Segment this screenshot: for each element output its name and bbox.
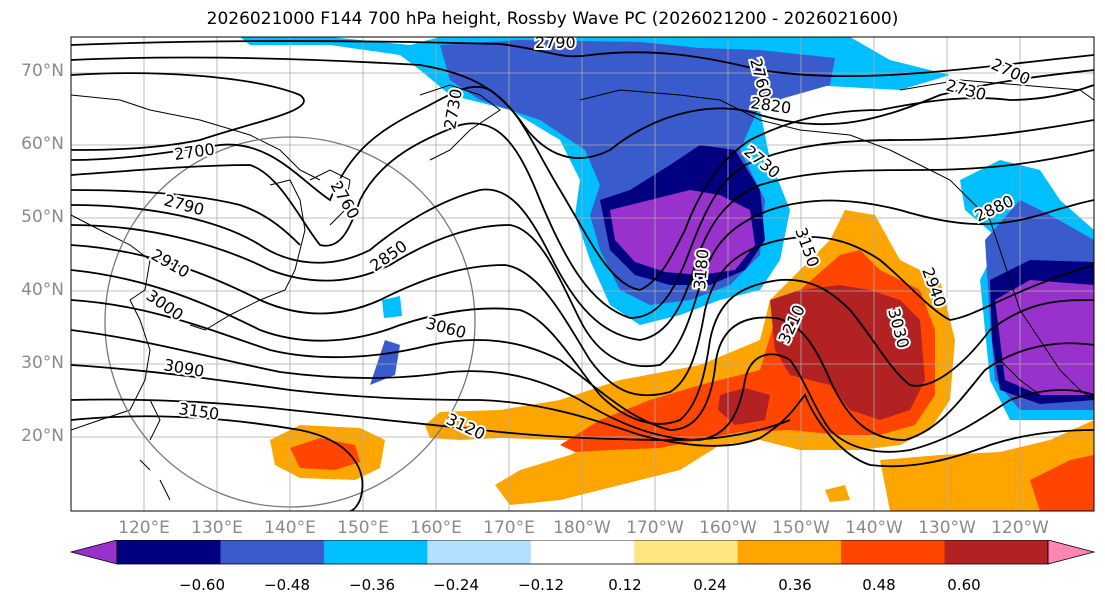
colorbar-segment — [841, 540, 946, 564]
latitude-label: 50°N — [21, 207, 64, 227]
colorbar-tick-label: 0.60 — [947, 576, 981, 594]
latitude-label: 70°N — [21, 61, 64, 81]
longitude-label: 130°E — [191, 518, 243, 538]
colorbar-tick-label: −0.48 — [264, 576, 310, 594]
colorbar-segment — [530, 540, 635, 564]
longitude-label: 170°E — [483, 518, 535, 538]
contour-label: 2790 — [535, 33, 576, 52]
longitude-label: 140°E — [264, 518, 316, 538]
longitude-label: 120°E — [118, 518, 170, 538]
colorbar-segment — [323, 540, 428, 564]
longitude-label: 150°E — [337, 518, 389, 538]
map-frame — [70, 36, 1095, 512]
height-contours — [71, 40, 1094, 511]
longitude-label: 160°W — [699, 518, 757, 538]
map-plot-area: 2790 2760 2700 2730 2820 2730 2700 2730 … — [71, 33, 1094, 511]
longitude-label: 140°W — [845, 518, 903, 538]
longitude-label: 170°W — [626, 518, 684, 538]
colorbar — [69, 540, 1096, 565]
colorbar-tick-label: −0.36 — [349, 576, 395, 594]
longitude-label: 130°W — [918, 518, 976, 538]
negative-anomaly-north-pacific — [240, 37, 950, 385]
contour-label: 3180 — [690, 248, 712, 290]
latitude-label: 30°N — [21, 353, 64, 373]
graticule — [71, 37, 1094, 511]
latitude-label: 40°N — [21, 280, 64, 300]
longitude-label: 160°E — [410, 518, 462, 538]
colorbar-tick-label: −0.60 — [179, 576, 225, 594]
latitude-label: 60°N — [21, 134, 64, 154]
coastlines — [71, 79, 1094, 501]
colorbar-tick-label: −0.12 — [518, 576, 564, 594]
colorbar-frame — [116, 540, 1049, 565]
colorbar-tick-label: −0.24 — [433, 576, 479, 594]
colorbar-tick-label: 0.48 — [862, 576, 896, 594]
longitude-label: 180°W — [553, 518, 611, 538]
colorbar-segment — [117, 540, 221, 564]
colorbar-tick-label: 0.36 — [778, 576, 812, 594]
colorbar-segment — [220, 540, 325, 564]
colorbar-segment — [427, 540, 532, 564]
colorbar-tick-label: 0.24 — [693, 576, 727, 594]
longitude-label: 150°W — [772, 518, 830, 538]
longitude-label: 120°W — [991, 518, 1049, 538]
colorbar-segment — [944, 540, 1049, 564]
colorbar-tick-label: 0.12 — [608, 576, 642, 594]
colorbar-extend-right — [1047, 540, 1096, 565]
colorbar-segment — [737, 540, 842, 564]
figure-title: 2026021000 F144 700 hPa height, Rossby W… — [206, 9, 899, 29]
latitude-label: 20°N — [21, 426, 64, 446]
colorbar-extend-left — [69, 540, 118, 565]
projection-outline-circle — [104, 136, 476, 508]
colorbar-segment — [634, 540, 739, 564]
